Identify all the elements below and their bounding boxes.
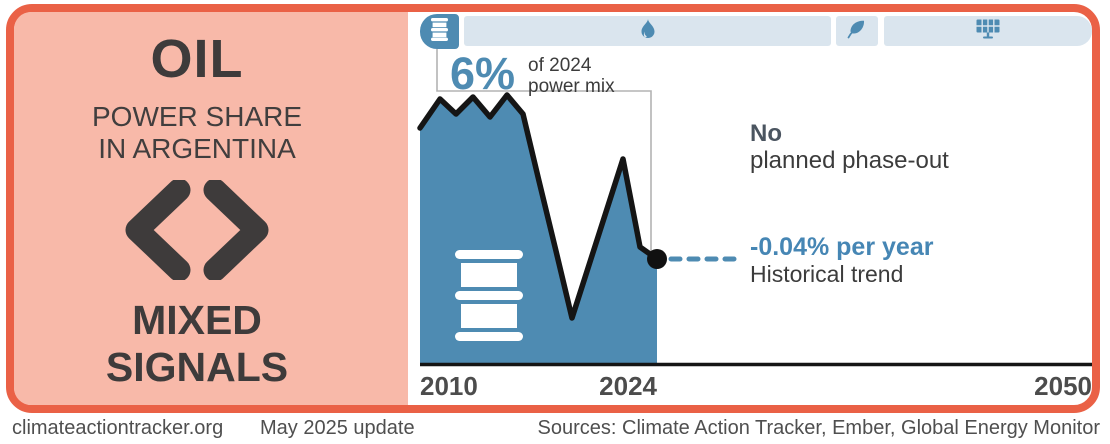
- flame-icon: [638, 17, 658, 45]
- leaf-icon: [847, 19, 867, 44]
- x-tick-2050: 2050: [1034, 371, 1092, 401]
- phaseout-title: No: [750, 120, 782, 147]
- trend-value: -0.04% per year: [750, 233, 934, 261]
- share-label-line-2: power mix: [528, 76, 615, 97]
- subtitle-line-1: POWER SHARE: [91, 101, 303, 132]
- x-tick-2024: 2024: [599, 371, 657, 401]
- trend-annotation: -0.04% per year Historical trend: [750, 234, 933, 288]
- verdict-label: MIXED SIGNALS: [0, 297, 394, 391]
- verdict-line-2: SIGNALS: [105, 344, 289, 390]
- solar-panel-icon: [976, 19, 1000, 44]
- trend-label: Historical trend: [750, 261, 904, 287]
- oil-barrel-icon: [431, 17, 448, 46]
- share-label-line-1: of 2024: [528, 55, 592, 76]
- share-value: 6%: [450, 48, 516, 99]
- site-url: climateactiontracker.org: [12, 417, 224, 439]
- x-tick-2010: 2010: [420, 371, 478, 401]
- verdict-line-1: MIXED: [132, 297, 262, 343]
- sources-credit: Sources: Climate Action Tracker, Ember, …: [537, 417, 1100, 439]
- panel-subtitle: POWER SHARE IN ARGENTINA: [0, 101, 394, 165]
- tab-oil-active[interactable]: [420, 14, 459, 49]
- tab-gas[interactable]: [464, 16, 831, 46]
- tab-solar[interactable]: [884, 16, 1092, 46]
- tab-renewables[interactable]: [836, 16, 878, 46]
- phaseout-annotation: No planned phase-out: [750, 120, 949, 174]
- phaseout-text: planned phase-out: [750, 147, 949, 174]
- fuel-title: OIL: [150, 29, 244, 89]
- subtitle-line-2: IN ARGENTINA: [98, 133, 296, 164]
- mixed-signals-chevrons-icon: [117, 178, 277, 285]
- left-summary-panel: [14, 12, 408, 405]
- share-value-label: of 2024 power mix: [528, 55, 615, 97]
- update-date: May 2025 update: [260, 417, 415, 439]
